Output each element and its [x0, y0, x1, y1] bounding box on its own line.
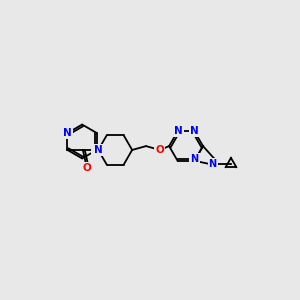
- Text: N: N: [63, 128, 72, 138]
- Text: N: N: [190, 126, 199, 136]
- Text: N: N: [94, 145, 103, 155]
- Text: N: N: [94, 145, 103, 155]
- Text: O: O: [155, 145, 164, 155]
- Text: F: F: [92, 145, 99, 155]
- Text: N: N: [190, 154, 199, 164]
- Text: N: N: [208, 159, 217, 169]
- Text: N: N: [174, 126, 183, 136]
- Text: O: O: [82, 164, 91, 173]
